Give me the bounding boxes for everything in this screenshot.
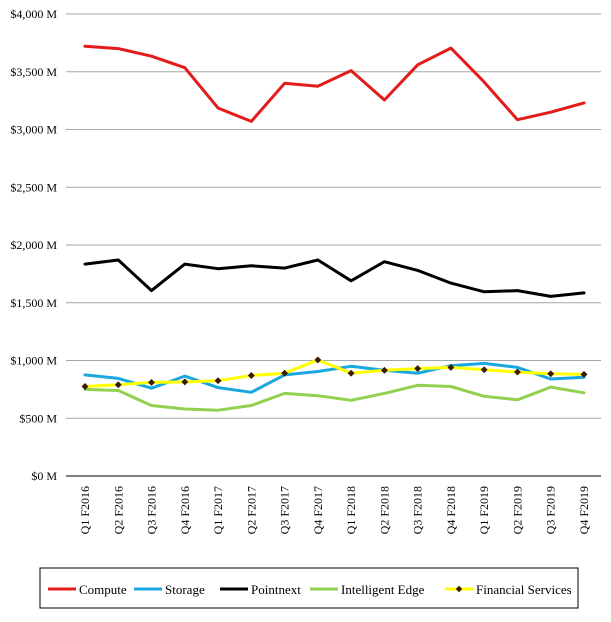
data-point-financial-services: [513, 368, 522, 376]
x-tick-label: Q3 F2017: [278, 486, 292, 534]
y-tick-label: $2,000 M: [10, 238, 57, 252]
series-line-financial-services: [83, 358, 586, 388]
series-line-pointnext: [83, 258, 586, 298]
x-tick-label: Q2 F2018: [377, 486, 391, 534]
series-line-compute: [83, 44, 586, 123]
y-tick-label: $4,000 M: [10, 7, 57, 21]
data-point-financial-services: [314, 356, 322, 364]
x-tick-label: Q2 F2016: [111, 486, 125, 534]
y-tick-label: $3,000 M: [10, 123, 57, 137]
data-point-financial-services: [281, 369, 289, 377]
legend-label-pointnext: Pointnext: [251, 582, 301, 597]
legend-box: [39, 567, 579, 609]
x-tick-label: Q4 F2016: [178, 486, 192, 534]
y-tick-label: $3,500 M: [10, 65, 57, 79]
x-tick-label: Q1 F2016: [78, 486, 92, 534]
data-point-financial-services: [480, 366, 488, 374]
data-point-financial-services: [147, 378, 156, 386]
x-tick-label: Q2 F2017: [244, 486, 258, 534]
x-tick-label: Q1 F2019: [477, 486, 491, 534]
series-line-intelligent-edge: [83, 383, 586, 412]
y-axis-ticks: $0 M $500 M $1,000 M $1,500 M $2,000 M $2,500…: [10, 7, 57, 483]
data-point-financial-services: [214, 377, 222, 385]
legend-label-compute: Compute: [79, 582, 127, 597]
data-point-financial-services: [580, 370, 588, 378]
data-point-financial-services: [380, 366, 388, 374]
data-point-financial-services: [547, 370, 555, 378]
data-point-financial-services: [114, 381, 122, 389]
x-tick-label: Q1 F2017: [211, 486, 225, 534]
x-tick-label: Q3 F2018: [411, 486, 425, 534]
y-tick-label: $1,000 M: [10, 354, 57, 368]
legend-label-intelligent-edge: Intelligent Edge: [341, 582, 425, 597]
legend-marker-financial-services: [455, 585, 463, 593]
y-tick-label: $2,500 M: [10, 180, 57, 194]
legend: Compute Storage Pointnext Intelligent Edge F…: [39, 567, 579, 609]
x-tick-label: Q4 F2019: [577, 486, 591, 534]
y-tick-label: $500 M: [19, 411, 57, 425]
series-lines: [81, 44, 588, 412]
data-point-financial-services: [414, 365, 422, 373]
x-tick-label: Q1 F2018: [344, 486, 358, 534]
data-point-financial-services: [81, 382, 89, 391]
gridlines: [66, 13, 601, 477]
x-tick-label: Q3 F2019: [544, 486, 558, 534]
data-point-financial-services: [347, 369, 355, 377]
x-tick-label: Q2 F2019: [510, 486, 524, 534]
x-tick-label: Q3 F2016: [145, 486, 159, 534]
data-point-financial-services: [447, 363, 455, 371]
data-point-financial-services: [181, 378, 189, 386]
y-tick-label: $1,500 M: [10, 296, 57, 310]
x-tick-label: Q4 F2017: [311, 486, 325, 534]
legend-label-financial-services: Financial Services: [476, 582, 572, 597]
y-tick-label: $0 M: [31, 469, 57, 483]
x-tick-label: Q4 F2018: [444, 486, 458, 534]
x-axis-ticks: Q1 F2016 Q2 F2016 Q3 F2016 Q4 F2016 Q1 F2017…: [78, 486, 591, 534]
data-point-financial-services: [247, 371, 255, 380]
legend-label-storage: Storage: [165, 582, 205, 597]
